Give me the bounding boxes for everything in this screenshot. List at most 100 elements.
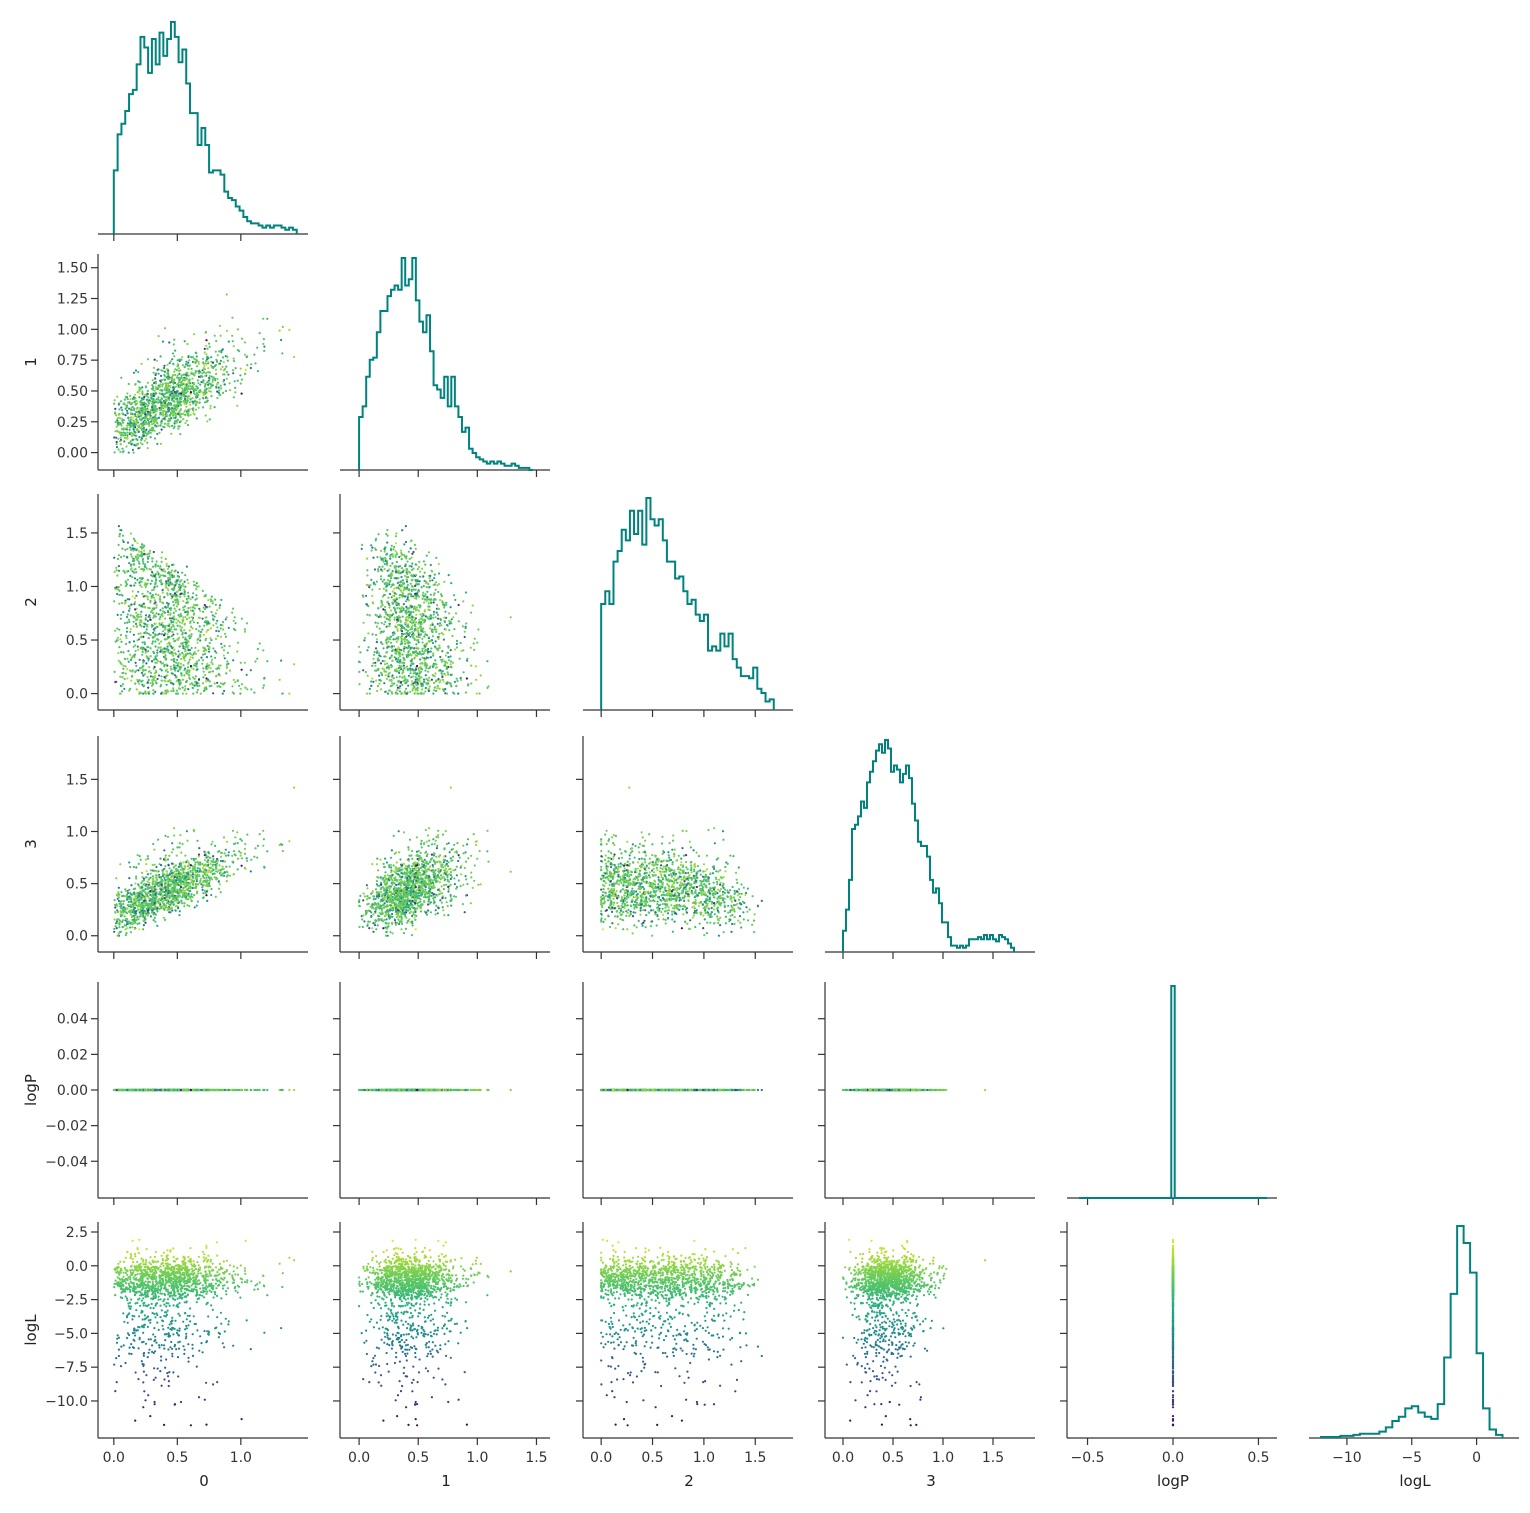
scatter-point (144, 895, 147, 898)
scatter-point (453, 594, 456, 597)
scatter-point (165, 384, 168, 387)
scatter-point (133, 393, 137, 396)
scatter-point (197, 406, 200, 409)
scatter-point (441, 658, 444, 661)
scatter-point (434, 666, 437, 669)
scatter-point (426, 595, 429, 599)
scatter-point (154, 405, 157, 408)
scatter-point (403, 595, 407, 598)
scatter-point (167, 410, 170, 413)
y-tick-label: 0.5 (66, 877, 88, 893)
scatter-point (250, 858, 253, 861)
scatter-point (207, 383, 210, 386)
scatter-point (217, 386, 220, 389)
scatter-point (383, 682, 386, 685)
scatter-point (154, 645, 157, 648)
scatter-point (366, 692, 369, 695)
scatter-point (176, 403, 179, 406)
scatter-point (118, 589, 121, 592)
scatter-point (152, 411, 156, 414)
scatter-point (180, 626, 184, 629)
scatter-point (142, 434, 145, 438)
scatter-point (129, 653, 132, 656)
scatter-point (374, 647, 378, 650)
scatter-point (172, 386, 175, 389)
scatter-point (184, 378, 187, 382)
scatter-point (151, 640, 154, 643)
scatter-point (398, 654, 401, 657)
scatter-point (421, 641, 424, 644)
scatter-point (406, 632, 409, 635)
scatter-point (119, 443, 123, 446)
scatter-point (417, 675, 420, 678)
scatter-point (143, 684, 146, 687)
scatter-point (200, 630, 203, 634)
scatter-point (262, 844, 265, 847)
scatter-point (128, 407, 131, 410)
y-tick-label: 1.5 (66, 772, 88, 788)
scatter-point (189, 656, 192, 659)
scatter-point (225, 616, 228, 619)
scatter-point (185, 671, 188, 674)
scatter-point (194, 361, 197, 364)
scatter-point (406, 560, 409, 563)
scatter-point (158, 597, 161, 601)
scatter-point (150, 397, 153, 400)
scatter-point (403, 658, 406, 661)
scatter-point (121, 434, 124, 437)
scatter-point (415, 651, 419, 654)
scatter-point (431, 579, 434, 582)
scatter-point (153, 599, 156, 602)
scatter-point (389, 555, 392, 558)
scatter-point (223, 373, 226, 376)
scatter-point (153, 629, 156, 632)
scatter-point (185, 387, 188, 390)
scatter-point (163, 370, 166, 373)
scatter-point (192, 409, 195, 412)
scatter-point (125, 445, 128, 448)
scatter-point (216, 619, 219, 622)
scatter-point (137, 638, 141, 641)
scatter-point (198, 616, 201, 620)
scatter-point (214, 368, 218, 371)
scatter-point (175, 689, 178, 692)
scatter-point (132, 451, 135, 454)
scatter-point (163, 422, 166, 425)
scatter-point (387, 673, 390, 676)
scatter-point (210, 843, 213, 846)
scatter-point (126, 657, 129, 661)
scatter-point (131, 448, 134, 451)
scatter-point (219, 891, 222, 894)
scatter-point (133, 653, 136, 656)
y-tick-label: 0.5 (66, 633, 88, 649)
scatter-point (398, 555, 401, 559)
scatter-point (404, 525, 407, 528)
scatter-point (165, 413, 168, 416)
scatter-point (132, 640, 136, 643)
scatter-point (406, 596, 409, 599)
scatter-point (376, 689, 379, 693)
scatter-point (120, 406, 123, 409)
scatter-point (123, 657, 126, 661)
scatter-point (158, 406, 161, 409)
scatter-point (215, 667, 218, 670)
scatter-point (219, 627, 222, 630)
scatter-point (161, 385, 164, 388)
scatter-point (240, 668, 243, 671)
scatter-point (449, 655, 452, 658)
scatter-point (429, 624, 432, 627)
scatter-point (149, 655, 152, 658)
scatter-point (398, 649, 401, 653)
scatter-point (173, 628, 176, 631)
scatter-point (218, 389, 221, 392)
scatter-point (430, 601, 433, 605)
scatter-point (379, 575, 383, 578)
scatter-point (371, 594, 374, 598)
scatter-point (113, 402, 116, 405)
scatter-point (184, 574, 187, 577)
scatter-point (386, 600, 389, 603)
scatter-point (157, 372, 160, 375)
scatter-point (377, 615, 380, 619)
scatter-point (130, 603, 133, 606)
scatter-point (388, 667, 391, 671)
